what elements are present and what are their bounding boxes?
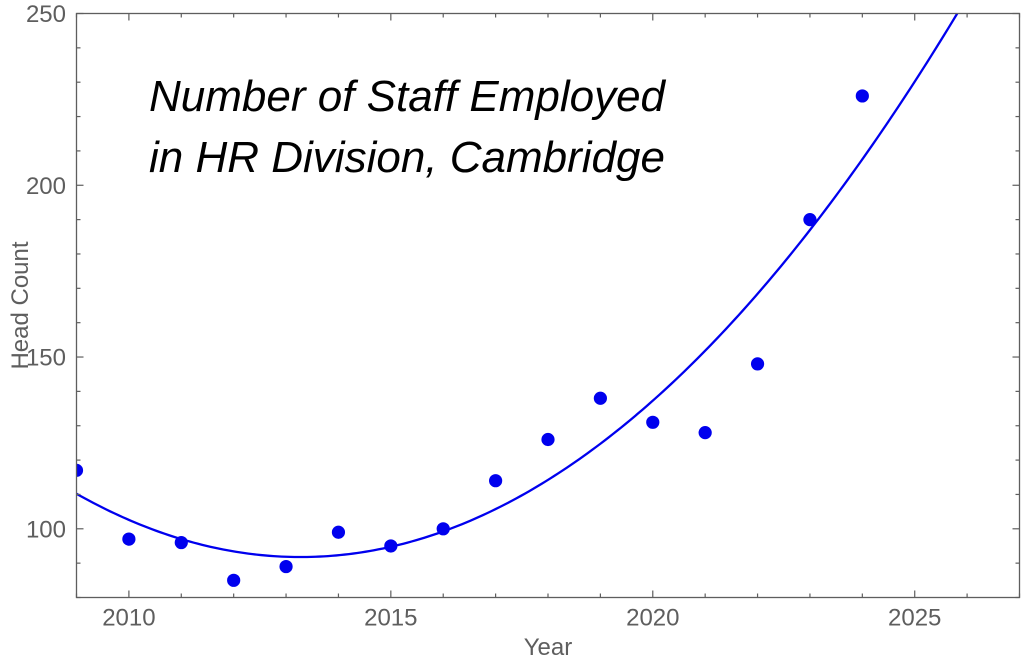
y-axis-label: Head Count	[7, 241, 34, 369]
chart-title-line1: Number of Staff Employed	[149, 72, 667, 121]
chart-title-line2: in HR Division, Cambridge	[149, 133, 665, 182]
y-tick-label-250: 250	[26, 1, 66, 28]
fit-curve-layer	[76, 13, 959, 559]
data-point-2022	[750, 357, 765, 371]
x-tick-label-2015: 2015	[364, 605, 417, 632]
data-point-2010	[122, 532, 136, 546]
data-point-2009	[76, 463, 84, 477]
x-tick-label-2025: 2025	[888, 605, 941, 632]
tick-marks-layer	[75, 12, 1021, 599]
data-point-2014	[331, 525, 346, 539]
data-point-2013	[279, 559, 293, 574]
data-point-2020	[646, 415, 660, 429]
data-point-2017	[489, 474, 503, 488]
y-tick-label-100: 100	[26, 516, 66, 543]
data-point-2021	[698, 426, 712, 440]
data-points-layer	[76, 89, 869, 587]
data-point-2012	[227, 573, 241, 587]
data-point-2024	[855, 89, 869, 103]
data-point-2011	[174, 535, 188, 550]
x-tick-label-2010: 2010	[102, 605, 155, 632]
data-point-2018	[541, 432, 555, 447]
data-point-2016	[436, 522, 450, 536]
x-axis-label: Year	[524, 634, 573, 661]
tick-labels-layer: 2010 2015 2020 2025 100 150 200 250	[26, 1, 941, 632]
data-point-2023	[803, 213, 817, 227]
quadratic-fit-curve	[76, 13, 959, 559]
y-tick-label-150: 150	[26, 345, 66, 372]
data-point-2015	[384, 539, 398, 553]
y-tick-label-200: 200	[26, 173, 66, 200]
data-point-2019	[593, 391, 607, 405]
x-tick-label-2020: 2020	[626, 605, 679, 632]
